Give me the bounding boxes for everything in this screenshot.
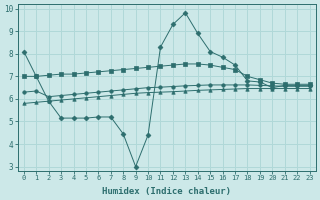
- X-axis label: Humidex (Indice chaleur): Humidex (Indice chaleur): [102, 187, 231, 196]
